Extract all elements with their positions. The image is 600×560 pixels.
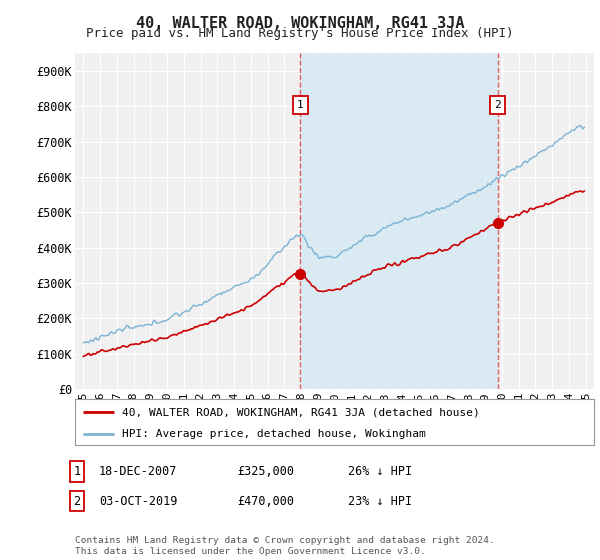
Text: 2: 2 — [73, 494, 80, 508]
Text: 18-DEC-2007: 18-DEC-2007 — [99, 465, 178, 478]
Text: Contains HM Land Registry data © Crown copyright and database right 2024.
This d: Contains HM Land Registry data © Crown c… — [75, 536, 495, 556]
Text: 1: 1 — [297, 100, 304, 110]
Text: 03-OCT-2019: 03-OCT-2019 — [99, 494, 178, 508]
Text: HPI: Average price, detached house, Wokingham: HPI: Average price, detached house, Woki… — [122, 429, 425, 438]
Text: 23% ↓ HPI: 23% ↓ HPI — [348, 494, 412, 508]
Text: 40, WALTER ROAD, WOKINGHAM, RG41 3JA (detached house): 40, WALTER ROAD, WOKINGHAM, RG41 3JA (de… — [122, 407, 479, 417]
Text: 40, WALTER ROAD, WOKINGHAM, RG41 3JA: 40, WALTER ROAD, WOKINGHAM, RG41 3JA — [136, 16, 464, 31]
Text: £325,000: £325,000 — [237, 465, 294, 478]
Bar — [301, 53, 498, 389]
Text: £470,000: £470,000 — [237, 494, 294, 508]
Text: 2: 2 — [494, 100, 501, 110]
Text: 1: 1 — [73, 465, 80, 478]
Text: Price paid vs. HM Land Registry's House Price Index (HPI): Price paid vs. HM Land Registry's House … — [86, 27, 514, 40]
Text: 26% ↓ HPI: 26% ↓ HPI — [348, 465, 412, 478]
